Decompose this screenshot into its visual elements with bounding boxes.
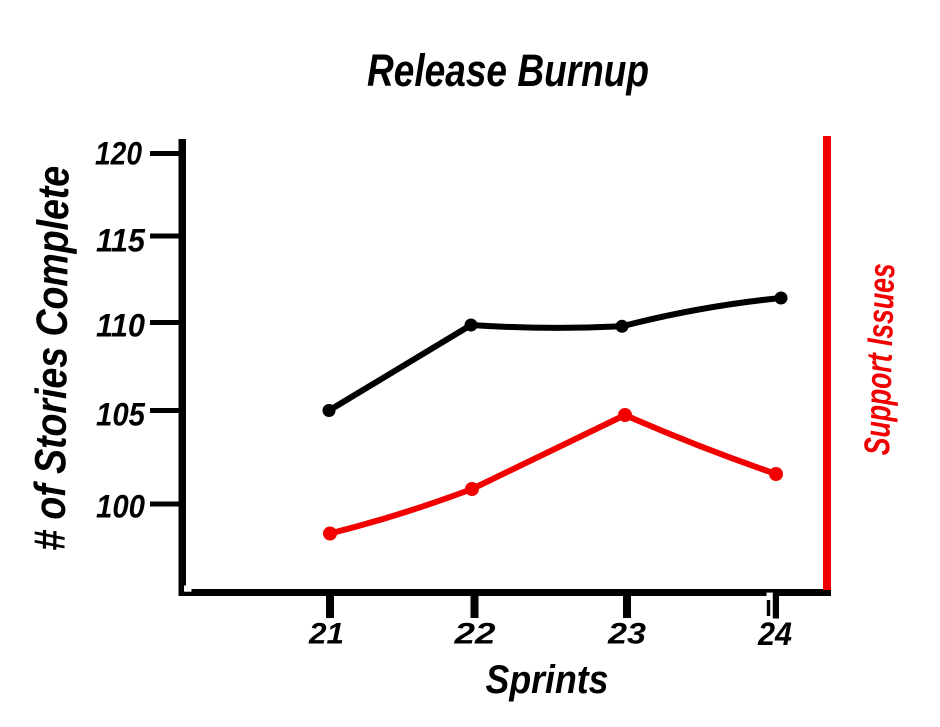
svg-text:Release Burnup: Release Burnup bbox=[367, 45, 649, 96]
svg-text:Support Issues: Support Issues bbox=[856, 263, 902, 456]
svg-text:23: 23 bbox=[607, 618, 646, 651]
svg-text:120: 120 bbox=[95, 135, 142, 171]
svg-text:# of Stories Complete: # of Stories Complete bbox=[26, 166, 79, 551]
svg-text:110: 110 bbox=[96, 307, 145, 343]
svg-text:115: 115 bbox=[96, 223, 146, 259]
svg-text:105: 105 bbox=[96, 396, 146, 432]
svg-text:Sprints: Sprints bbox=[486, 658, 609, 702]
svg-text:24: 24 bbox=[757, 616, 792, 652]
svg-text:22: 22 bbox=[453, 618, 496, 651]
svg-text:21: 21 bbox=[308, 618, 344, 651]
svg-text:100: 100 bbox=[96, 489, 145, 525]
